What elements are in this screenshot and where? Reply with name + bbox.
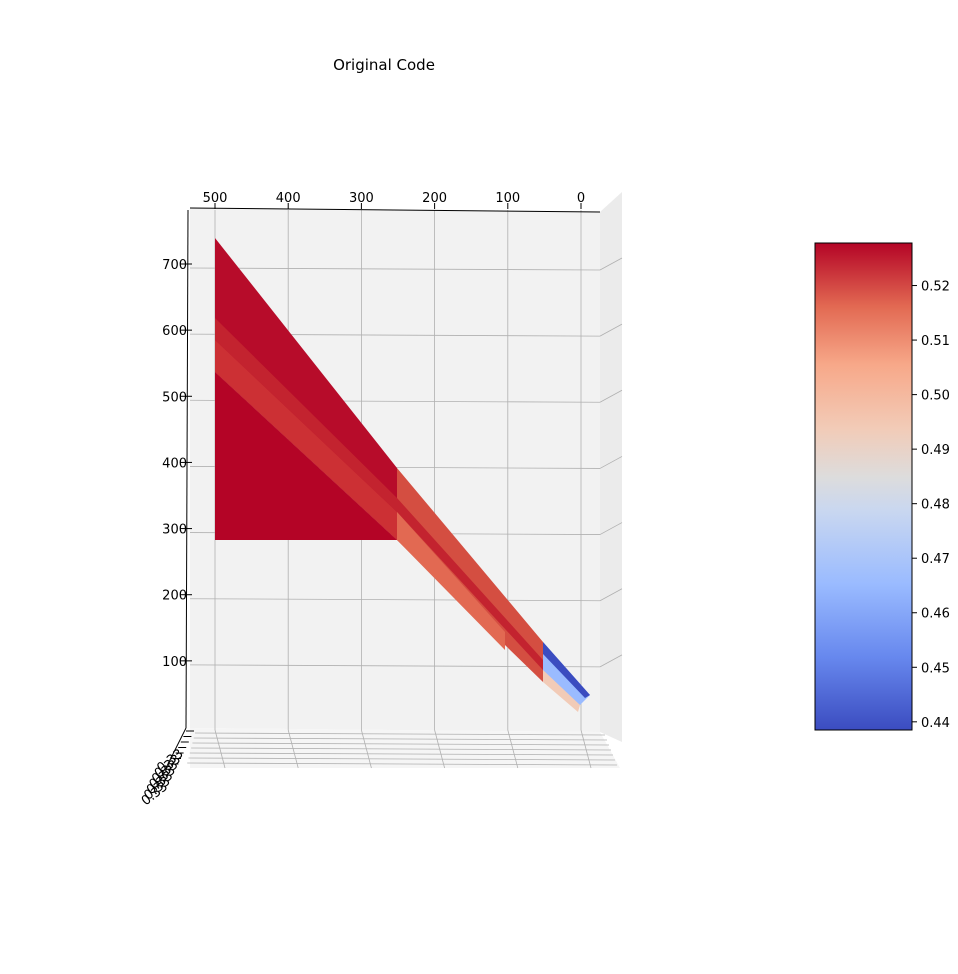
grid-line-y [191,747,612,751]
grid-line-floor [287,729,299,769]
colorbar-tick-label: 0.50 [921,389,950,404]
z-tick-label: 500 [162,390,187,405]
colorbar-tick-label: 0.46 [921,607,950,622]
colorbar-tick-label: 0.51 [921,334,950,349]
colorbar: 0.52 0.51 0.50 0.49 0.48 0.47 0.46 0.45 0.44 [814,242,950,731]
grid-line-y [192,742,610,746]
surface-band-mid-stripe [397,498,543,670]
colorbar-tick-label: 0.47 [921,552,950,567]
colorbar-tick-label: 0.49 [921,443,950,458]
colorbar-tick-label: 0.44 [921,716,950,731]
surface-band-low-lower [543,670,580,712]
z-tick-label: 400 [162,456,187,471]
grid-line-y [188,757,616,761]
colorbar-tick-label: 0.52 [921,280,950,295]
colorbar-tick-label: 0.45 [921,661,950,676]
z-tick-label: 700 [162,258,187,273]
colorbar-tick-label: 0.48 [921,498,950,513]
grid-line-z [189,267,601,271]
surface-band-high-mid [215,318,397,512]
surface-band-mid-lower [397,512,505,650]
grid-line-side [599,323,623,337]
grid-line-side [599,389,623,403]
surface [215,238,590,712]
z-tick-label: 300 [162,523,187,538]
z-tick-label: 200 [162,589,187,604]
grid-line-y [194,732,606,736]
x-tick-label: 500 [203,191,228,206]
grid-line-side [599,456,623,469]
grid-line-side [599,257,623,271]
grid-line-y [189,752,614,756]
x-tick-label: 200 [422,191,447,206]
x-tick-label: 100 [495,191,520,206]
grid-line-z [189,598,601,602]
z-axis-ticks: 100 200 300 400 500 600 700 [162,258,192,670]
surface-band-low-upper [543,642,590,698]
grid-line-side [599,654,623,668]
grid-line-floor [214,729,226,769]
floor-pane [190,728,620,768]
surface-band-high-edge [215,372,397,540]
x-axis-line [189,207,601,213]
z-tick-label: 100 [162,655,187,670]
colorbar-gradient [814,242,913,731]
x-tick-label: 0 [577,191,585,206]
colorbar-ticks: 0.52 0.51 0.50 0.49 0.48 0.47 0.46 0.45 0.44 [912,280,950,731]
chart-title: Original Code [333,56,435,74]
y-axis-line [165,727,187,769]
grid-line-y [187,762,618,766]
grid-line-side [599,588,623,602]
x-tick-label: 400 [276,191,301,206]
x-tick-label: 300 [349,191,374,206]
z-axis-line [185,209,189,729]
surface-band-high-lower [215,340,397,540]
y-axis-ticks: 0.330.330.330.330.330.330.33 [139,730,194,809]
grid-line-floor [507,729,519,769]
z-tick-label: 600 [162,324,187,339]
x-axis-ticks: 500 400 300 200 100 0 [203,191,585,209]
grid-line-y [193,737,608,741]
grid-line-floor [580,729,592,769]
side-pane [600,192,622,742]
grid-line-side [599,522,623,535]
